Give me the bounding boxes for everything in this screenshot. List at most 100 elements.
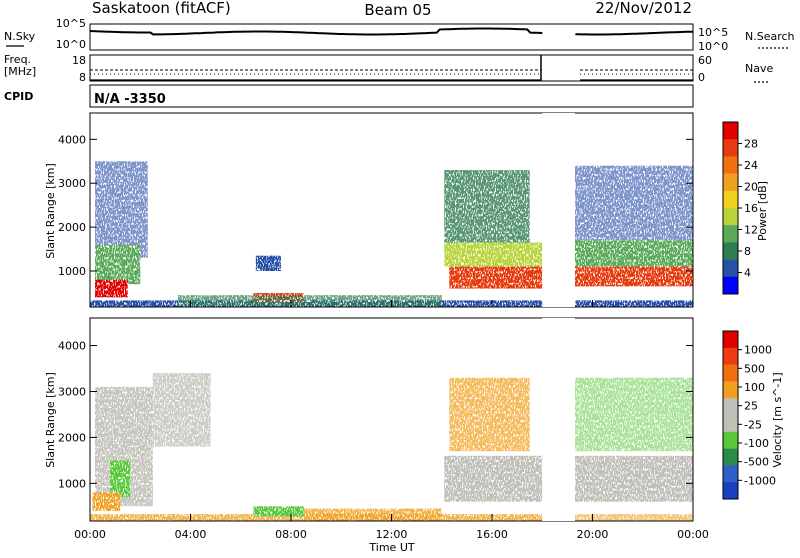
velocity-ytick-label: 3000	[58, 385, 86, 398]
power-ytick-label: 3000	[58, 177, 86, 190]
power-colorbar: 4 8 12 16 20 24 28	[722, 121, 758, 295]
velocity-echo-early-orange	[92, 492, 121, 511]
power-data-gap	[542, 113, 575, 307]
velocity-colorbar-swatch	[723, 415, 738, 433]
velocity-echo-evening-grey	[574, 455, 693, 502]
power-colorbar-tick-label: 16	[744, 202, 758, 215]
noise-sky-line	[89, 27, 693, 36]
freq-panel-frame	[89, 54, 694, 82]
noise-panel: N.Sky 10^5 10^0 10^5 10^0 N.Search	[4, 17, 795, 53]
velocity-echo-low-band	[574, 514, 693, 521]
power-echo-morning-ring	[255, 255, 281, 272]
velocity-colorbar-label: Velocity [m s^-1]	[771, 372, 784, 467]
noise-left-tick-bottom: 10^0	[56, 38, 86, 51]
power-colorbar-swatch	[723, 139, 738, 157]
velocity-echo-morning-green	[253, 506, 304, 517]
power-echo-evening-core	[574, 266, 693, 287]
power-echo-afternoon-upper	[444, 170, 530, 245]
cpid-value: N/A -3350	[94, 92, 166, 107]
velocity-colorbar-swatch	[723, 364, 738, 382]
power-colorbar-tick-label: 8	[744, 245, 751, 258]
cpid-row: CPID N/A -3350	[4, 84, 694, 108]
x-tick-label: 00:00	[74, 528, 106, 541]
velocity-yticks: 1000 2000 3000 4000	[58, 340, 694, 521]
velocity-heatmap	[90, 373, 693, 521]
power-ylabel: Slant Range [km]	[44, 163, 57, 259]
power-echo-early-mid	[95, 244, 141, 285]
freq-left-tick-top: 18	[72, 54, 86, 67]
power-colorbar-swatch	[723, 225, 738, 243]
power-colorbar-swatch	[723, 173, 738, 192]
nave-right-tick-bottom: 0	[698, 71, 705, 84]
power-colorbar-tick-label: 12	[744, 224, 758, 237]
noise-panel-frame	[89, 23, 694, 51]
velocity-colorbar: 1000 500 100 25 -25 -100 -500 -1000	[722, 330, 776, 500]
power-colorbar-swatch	[723, 156, 738, 174]
cpid-label: CPID	[4, 90, 33, 103]
power-colorbar-label: Power [dB]	[756, 181, 769, 241]
velocity-colorbar-swatch	[723, 381, 738, 399]
power-colorbar-swatch	[723, 208, 738, 226]
velocity-echo-grey-arc	[152, 373, 211, 447]
x-axis-ticks: 00:00 04:00 08:00 12:00 16:00 20:00 00:00	[74, 528, 709, 541]
freq-panel: Freq. [MHz] 18 8 60 0 Nave	[4, 53, 773, 84]
velocity-colorbar-tick-label: 1000	[744, 344, 772, 357]
velocity-colorbar-tick-label: -100	[744, 437, 769, 450]
date-title: 22/Nov/2012	[595, 0, 692, 17]
velocity-ylabel: Slant Range [km]	[44, 372, 57, 468]
noise-left-tick-top: 10^5	[56, 17, 86, 30]
velocity-echo-evening-upper	[574, 377, 693, 452]
power-colorbar-swatch	[723, 242, 738, 260]
nave-label: Nave	[745, 62, 773, 75]
power-ytick-label: 4000	[58, 133, 86, 146]
x-tick-label: 04:00	[175, 528, 207, 541]
power-echo-low-band	[574, 300, 693, 307]
velocity-colorbar-tick-label: -25	[744, 418, 762, 431]
x-tick-label: 16:00	[476, 528, 508, 541]
noise-right-tick-top: 10^5	[698, 26, 728, 39]
velocity-echo-afternoon-grey	[444, 455, 543, 502]
velocity-panel: Slant Range [km] 1000 2000 3000 4000 1000 50…	[44, 317, 784, 522]
power-colorbar-swatch	[723, 259, 738, 278]
velocity-colorbar-swatch	[723, 347, 738, 365]
power-colorbar-swatch	[723, 190, 738, 209]
power-echo-evening-band	[574, 240, 693, 267]
velocity-colorbar-tick-label: 25	[744, 400, 758, 413]
power-yticks: 1000 2000 3000 4000	[58, 133, 694, 307]
station-title: Saskatoon (fitACF)	[92, 0, 231, 17]
velocity-colorbar-tick-label: -500	[744, 456, 769, 469]
nave-right-tick-top: 60	[698, 54, 712, 67]
power-echo-afternoon-band	[444, 242, 543, 267]
power-panel: Slant Range [km] 1000 2000 3000 4000 4 8 12 16…	[44, 112, 769, 308]
velocity-colorbar-swatch	[723, 482, 738, 500]
noise-right-tick-bottom: 10^0	[698, 40, 728, 53]
velocity-colorbar-tick-label: 500	[744, 362, 765, 375]
velocity-ytick-label: 2000	[58, 431, 86, 444]
power-ytick-label: 1000	[58, 265, 86, 278]
velocity-echo-midday-orange	[303, 508, 442, 521]
velocity-colorbar-swatch	[723, 398, 738, 416]
x-axis-label: Time UT	[368, 541, 414, 554]
power-echo-early-core	[95, 279, 128, 298]
velocity-colorbar-swatch	[723, 331, 738, 349]
power-colorbar-tick-label: 4	[744, 267, 751, 280]
power-colorbar-swatch	[723, 122, 738, 140]
velocity-colorbar-frame	[722, 330, 739, 500]
power-ytick-label: 2000	[58, 221, 86, 234]
cpid-frame	[89, 84, 694, 108]
power-colorbar-swatch	[723, 276, 738, 295]
velocity-data-gap	[542, 318, 575, 521]
freq-unit-label: [MHz]	[4, 65, 36, 78]
x-tick-label: 20:00	[577, 528, 609, 541]
power-colorbar-tick-label: 28	[744, 138, 758, 151]
freq-left-tick-bottom: 8	[79, 71, 86, 84]
velocity-echo-afternoon-upper	[449, 377, 530, 452]
power-echo-early-scatter	[95, 161, 148, 258]
x-tick-label: 08:00	[275, 528, 307, 541]
x-tick-label: 00:00	[677, 528, 709, 541]
power-colorbar-tick-label: 24	[744, 159, 758, 172]
power-echo-afternoon-core	[449, 266, 543, 289]
velocity-echo-early-green	[110, 460, 131, 498]
x-tick-label: 12:00	[376, 528, 408, 541]
